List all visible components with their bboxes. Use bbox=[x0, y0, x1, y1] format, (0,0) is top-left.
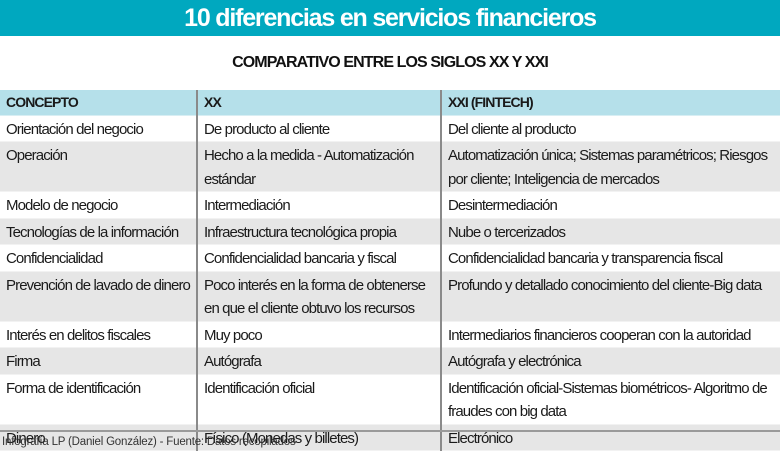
cell-xx: Poco interés en la forma de obtenerse en… bbox=[196, 271, 441, 322]
cell-xxi: Electrónico bbox=[440, 424, 780, 451]
cell-xx: Identificación oficial bbox=[196, 374, 441, 425]
page-subtitle: COMPARATIVO ENTRE LOS SIGLOS XX Y XXI bbox=[232, 54, 549, 71]
cell-xx: Autógrafa bbox=[196, 347, 441, 375]
cell-xxi: Automatización única; Sistemas paramétri… bbox=[440, 141, 780, 192]
cell-concepto: Forma de identificación bbox=[0, 374, 197, 425]
cell-xx: De producto al cliente bbox=[196, 115, 441, 142]
cell-concepto: Interés en delitos fiscales bbox=[0, 321, 197, 348]
table-row: Dinero Físico (Monedas y billetes) Elect… bbox=[0, 424, 780, 451]
cell-concepto: Tecnologías de la información bbox=[0, 218, 197, 245]
comparison-table: CONCEPTO XX XXI (FINTECH) Orientación de… bbox=[0, 90, 780, 451]
cell-xx: Hecho a la medida - Automatización están… bbox=[196, 141, 441, 192]
cell-concepto: Confidencialidad bbox=[0, 244, 197, 272]
cell-xxi: Identificación oficial-Sistemas biométri… bbox=[440, 374, 780, 425]
cell-xxi: Profundo y detallado conocimiento del cl… bbox=[440, 271, 780, 322]
source-credit: Infografía LP (Daniel González) - Fuente… bbox=[2, 436, 296, 448]
table-row: Prevención de lavado de dinero Poco inte… bbox=[0, 271, 780, 322]
cell-concepto: Prevención de lavado de dinero bbox=[0, 271, 197, 322]
cell-xx: Confidencialidad bancaria y fiscal bbox=[196, 244, 441, 272]
cell-concepto: Operación bbox=[0, 141, 197, 192]
table-header-row: CONCEPTO XX XXI (FINTECH) bbox=[0, 90, 780, 116]
cell-concepto: Firma bbox=[0, 347, 197, 375]
cell-xx: Muy poco bbox=[196, 321, 441, 348]
cell-xxi: Desintermediación bbox=[440, 191, 780, 219]
table-row: Interés en delitos fiscales Muy poco Int… bbox=[0, 321, 780, 348]
cell-concepto: Dinero bbox=[0, 424, 197, 451]
cell-xxi: Nube o tercerizados bbox=[440, 218, 780, 245]
column-header-concepto: CONCEPTO bbox=[0, 90, 197, 116]
table-row: Forma de identificación Identificación o… bbox=[0, 374, 780, 425]
cell-xx: Infraestructura tecnológica propia bbox=[196, 218, 441, 245]
cell-xxi: Del cliente al producto bbox=[440, 115, 780, 142]
table-row: Modelo de negocio Intermediación Desinte… bbox=[0, 191, 780, 219]
table-row: Firma Autógrafa Autógrafa y electrónica bbox=[0, 347, 780, 375]
column-header-xxi: XXI (FINTECH) bbox=[440, 90, 780, 116]
table-row: Operación Hecho a la medida - Automatiza… bbox=[0, 141, 780, 192]
table-row: Confidencialidad Confidencialidad bancar… bbox=[0, 244, 780, 272]
cell-concepto: Orientación del negocio bbox=[0, 115, 197, 142]
cell-concepto: Modelo de negocio bbox=[0, 191, 197, 219]
column-header-xx: XX bbox=[196, 90, 441, 116]
page-title: 10 diferencias en servicios financieros bbox=[0, 0, 780, 36]
table-bottom-rule bbox=[0, 430, 780, 432]
table-row: Tecnologías de la información Infraestru… bbox=[0, 218, 780, 245]
cell-xx: Intermediación bbox=[196, 191, 441, 219]
cell-xx: Físico (Monedas y billetes) bbox=[196, 424, 441, 451]
table-row: Orientación del negocio De producto al c… bbox=[0, 115, 780, 142]
cell-xxi: Intermediarios financieros cooperan con … bbox=[440, 321, 780, 348]
cell-xxi: Autógrafa y electrónica bbox=[440, 347, 780, 375]
cell-xxi: Confidencialidad bancaria y transparenci… bbox=[440, 244, 780, 272]
